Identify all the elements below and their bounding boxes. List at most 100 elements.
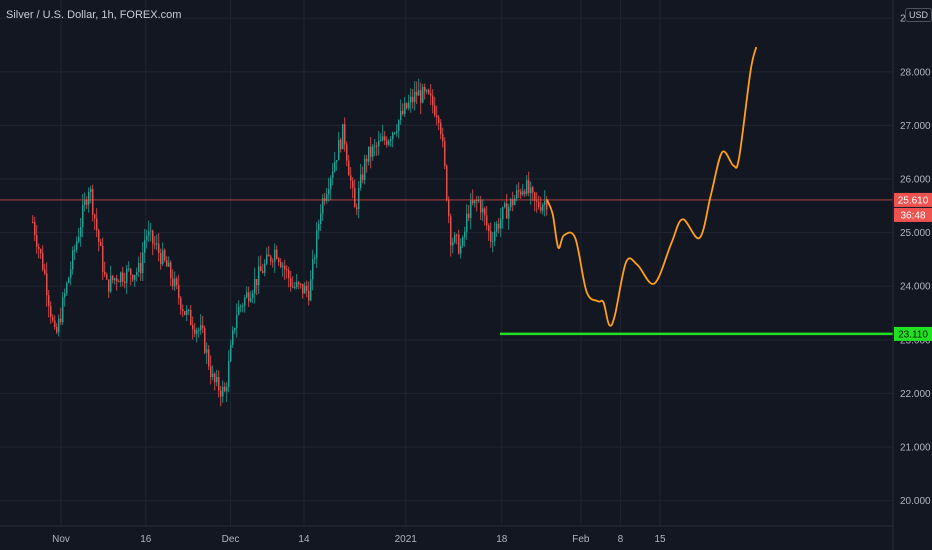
candle-body bbox=[462, 237, 464, 246]
candle-body bbox=[426, 90, 428, 92]
candle-body bbox=[158, 243, 160, 253]
candle-body bbox=[180, 297, 182, 310]
x-tick-label: Nov bbox=[52, 534, 70, 545]
candle-body bbox=[70, 269, 72, 278]
candle-body bbox=[342, 124, 344, 150]
candle-body bbox=[436, 115, 438, 118]
candle-body bbox=[384, 136, 386, 141]
candle-body bbox=[326, 194, 328, 201]
candle-body bbox=[338, 139, 340, 161]
candle-body bbox=[546, 200, 548, 210]
candle-body bbox=[278, 258, 280, 263]
candle-body bbox=[472, 200, 474, 204]
candle-body bbox=[130, 268, 132, 276]
y-tick-label: 21.000 bbox=[900, 443, 931, 454]
candle-body bbox=[162, 250, 164, 265]
x-tick-label: 2021 bbox=[395, 534, 418, 545]
candle-body bbox=[392, 132, 394, 140]
candle-body bbox=[220, 390, 222, 397]
candle-body bbox=[94, 214, 96, 219]
projection-curve[interactable] bbox=[546, 46, 757, 327]
candle-body bbox=[498, 223, 500, 229]
candle-body bbox=[230, 344, 232, 362]
candle-body bbox=[246, 292, 248, 298]
candle-body bbox=[36, 235, 38, 247]
candle-body bbox=[454, 234, 456, 243]
countdown-label: 36:48 bbox=[900, 210, 925, 221]
candle-body bbox=[458, 234, 460, 254]
candle-body bbox=[148, 231, 150, 236]
candle-body bbox=[210, 366, 212, 378]
candle-body bbox=[76, 241, 78, 250]
candle-body bbox=[200, 325, 202, 331]
candle-body bbox=[154, 243, 156, 245]
y-tick-label: 22.000 bbox=[900, 389, 931, 400]
candle-body bbox=[512, 198, 514, 205]
candle-body bbox=[482, 208, 484, 213]
candle-body bbox=[526, 180, 528, 194]
candle-body bbox=[208, 349, 210, 367]
candle-body bbox=[186, 310, 188, 315]
candle-body bbox=[132, 275, 134, 280]
candle-body bbox=[214, 373, 216, 383]
candle-body bbox=[306, 285, 308, 291]
candle-body bbox=[182, 309, 184, 312]
candle-body bbox=[346, 144, 348, 161]
candle-body bbox=[300, 283, 302, 285]
candle-body bbox=[450, 216, 452, 246]
candle-body bbox=[316, 230, 318, 258]
candle-body bbox=[440, 122, 442, 135]
x-tick-label: Feb bbox=[572, 534, 590, 545]
candle-body bbox=[238, 306, 240, 315]
candle-body bbox=[496, 223, 498, 232]
candle-body bbox=[254, 279, 256, 294]
candle-body bbox=[514, 198, 516, 205]
candle-body bbox=[358, 187, 360, 210]
candle-body bbox=[192, 325, 194, 330]
candle-body bbox=[258, 266, 260, 286]
candle-body bbox=[442, 134, 444, 142]
candle-body bbox=[510, 198, 512, 208]
candle-body bbox=[328, 189, 330, 195]
time-axis[interactable]: Nov 16 Dec 14 2021 18 Feb 8 15 bbox=[52, 534, 666, 545]
candle-body bbox=[334, 161, 336, 172]
candle-body bbox=[502, 207, 504, 220]
candle-body bbox=[184, 311, 186, 315]
candle-body bbox=[542, 204, 544, 211]
candle-body bbox=[364, 158, 366, 180]
candle-body bbox=[446, 165, 448, 200]
candle-body bbox=[168, 262, 170, 267]
candle-body bbox=[110, 275, 112, 292]
candle-body bbox=[524, 191, 526, 194]
candle-body bbox=[336, 160, 338, 162]
candle-body bbox=[298, 282, 300, 284]
price-labels: 25.610 36:48 23.110 bbox=[894, 192, 932, 341]
candle-body bbox=[516, 190, 518, 199]
candle-body bbox=[38, 246, 40, 250]
currency-button[interactable]: USD bbox=[905, 8, 932, 22]
candle-body bbox=[234, 328, 236, 331]
candle-body bbox=[470, 200, 472, 218]
candle-body bbox=[64, 293, 66, 298]
candle-body bbox=[400, 110, 402, 121]
candle-body bbox=[48, 295, 50, 307]
candle-body bbox=[198, 330, 200, 332]
candle-body bbox=[506, 203, 508, 219]
candle-body bbox=[146, 235, 148, 241]
candle-body bbox=[424, 86, 426, 92]
candle-body bbox=[518, 190, 520, 192]
candle-body bbox=[434, 105, 436, 116]
candle-body bbox=[386, 140, 388, 145]
candle-body bbox=[262, 271, 264, 273]
candle-body bbox=[460, 245, 462, 254]
candle-body bbox=[414, 91, 416, 103]
candle-body bbox=[138, 262, 140, 273]
candle-body bbox=[172, 278, 174, 287]
candle-body bbox=[480, 199, 482, 213]
candle-body bbox=[350, 175, 352, 181]
candle-body bbox=[444, 141, 446, 166]
candle-body bbox=[360, 174, 362, 188]
